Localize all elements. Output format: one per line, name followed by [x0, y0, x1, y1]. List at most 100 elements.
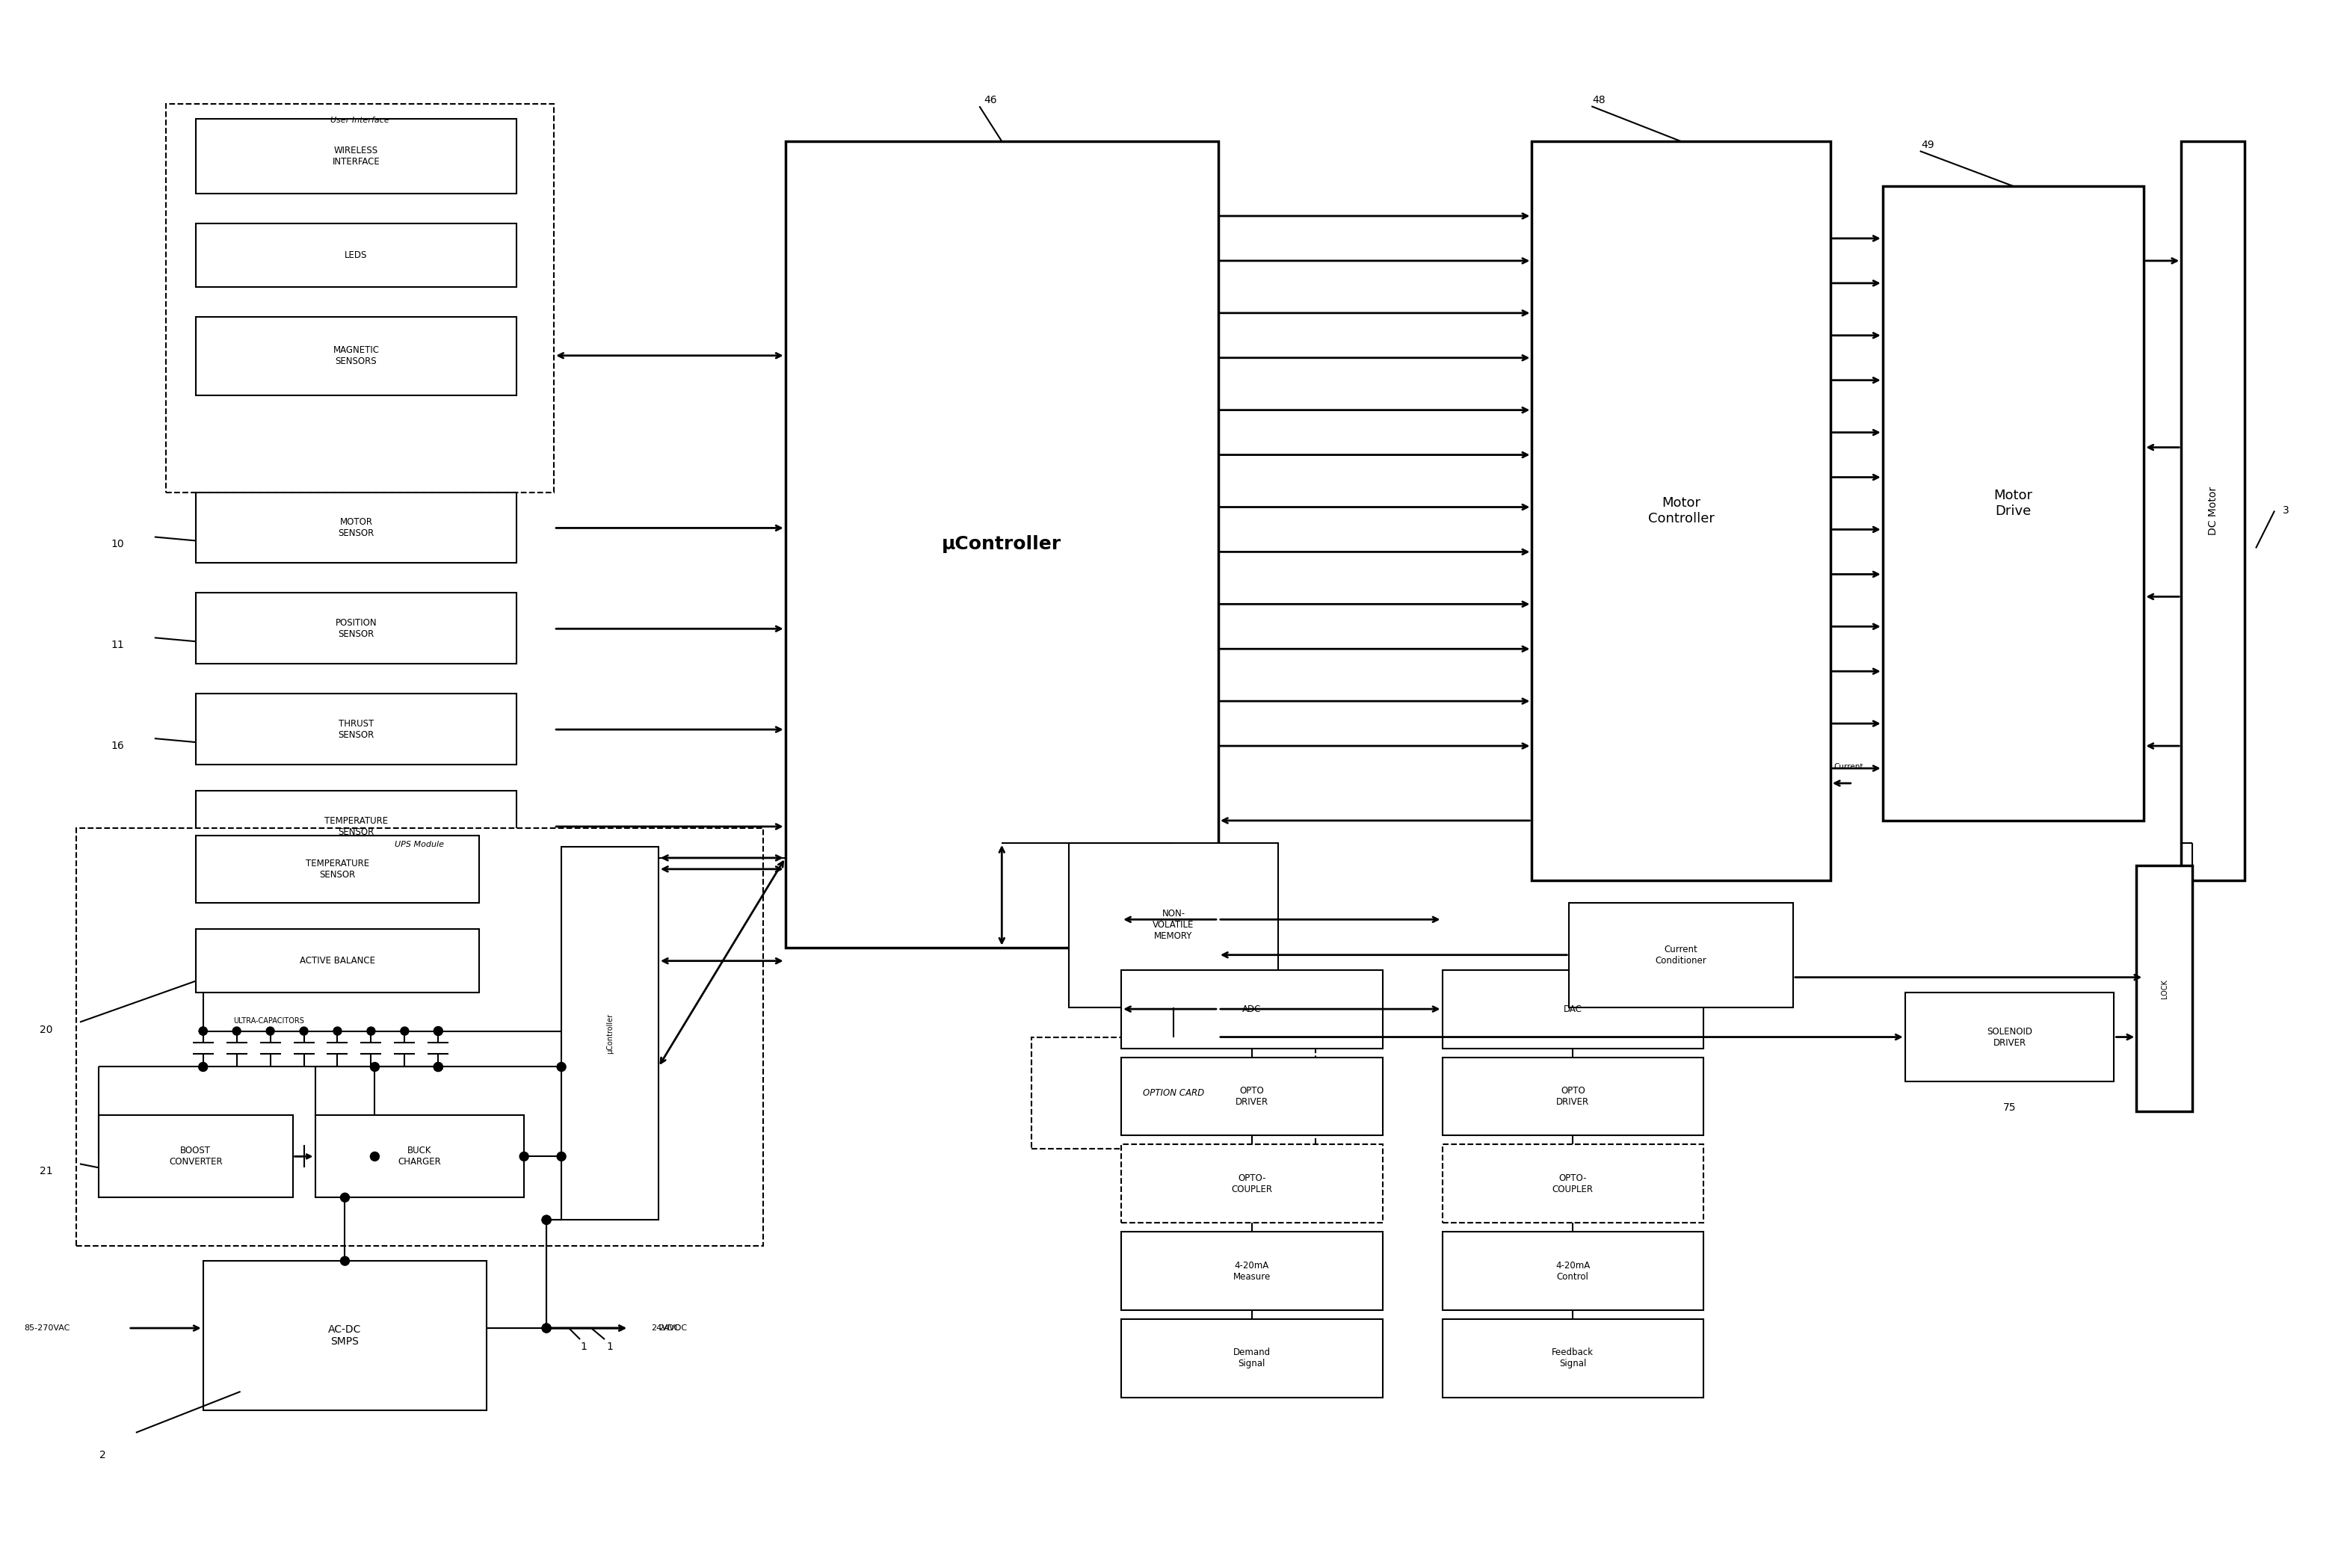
Circle shape	[370, 1152, 380, 1160]
Circle shape	[541, 1215, 551, 1225]
Text: Current: Current	[1833, 764, 1863, 770]
Text: POSITION
SENSOR: POSITION SENSOR	[335, 618, 377, 640]
Text: User Interface: User Interface	[331, 116, 389, 124]
Circle shape	[267, 1027, 274, 1035]
Text: MOTOR
SENSOR: MOTOR SENSOR	[338, 517, 375, 538]
Text: OPTO-
COUPLER: OPTO- COUPLER	[1552, 1173, 1594, 1195]
Text: 49: 49	[1920, 140, 1934, 151]
Bar	[2182, 141, 2246, 880]
Text: Current
Conditioner: Current Conditioner	[1655, 944, 1706, 966]
Circle shape	[370, 1063, 380, 1071]
Text: LEDS: LEDS	[345, 251, 368, 260]
Bar	[1442, 1057, 1704, 1135]
Text: 10: 10	[110, 539, 124, 550]
Circle shape	[401, 1027, 408, 1035]
Text: THRUST
SENSOR: THRUST SENSOR	[338, 720, 375, 740]
Text: 16: 16	[110, 740, 124, 751]
Text: 2: 2	[98, 1450, 105, 1460]
Bar	[1120, 1319, 1383, 1397]
Circle shape	[232, 1027, 241, 1035]
Bar	[195, 928, 478, 993]
Bar	[2135, 866, 2192, 1112]
Bar	[314, 1115, 525, 1198]
Text: 3: 3	[2283, 505, 2290, 516]
Bar	[1442, 1232, 1704, 1311]
Bar	[77, 828, 762, 1247]
Text: 11: 11	[110, 640, 124, 651]
Text: TEMPERATURE
SENSOR: TEMPERATURE SENSOR	[305, 859, 370, 880]
Circle shape	[520, 1152, 527, 1160]
Bar	[195, 790, 516, 862]
Text: ADC: ADC	[1242, 1004, 1261, 1014]
Bar	[1120, 1057, 1383, 1135]
Text: 4-20mA
Control: 4-20mA Control	[1556, 1261, 1589, 1281]
Circle shape	[340, 1256, 349, 1265]
Text: Feedback
Signal: Feedback Signal	[1552, 1348, 1594, 1369]
Bar	[1120, 1232, 1383, 1311]
Bar	[1031, 1036, 1315, 1149]
Circle shape	[434, 1027, 443, 1035]
Bar	[1120, 1145, 1383, 1223]
Circle shape	[333, 1027, 342, 1035]
Text: Demand
Signal: Demand Signal	[1233, 1348, 1270, 1369]
Text: OPTO
DRIVER: OPTO DRIVER	[1556, 1087, 1589, 1107]
Bar	[1906, 993, 2114, 1082]
Text: OPTION CARD: OPTION CARD	[1144, 1088, 1205, 1098]
Text: Motor
Drive: Motor Drive	[1995, 489, 2032, 517]
Circle shape	[434, 1063, 443, 1071]
Circle shape	[368, 1027, 375, 1035]
Bar	[195, 693, 516, 765]
Bar	[166, 103, 553, 492]
Text: MAGNETIC
SENSORS: MAGNETIC SENSORS	[333, 345, 380, 365]
Text: 46: 46	[984, 96, 996, 105]
Circle shape	[541, 1323, 551, 1333]
Circle shape	[434, 1027, 443, 1035]
Bar	[195, 593, 516, 663]
Text: OPTO-
COUPLER: OPTO- COUPLER	[1231, 1173, 1273, 1195]
Circle shape	[199, 1027, 206, 1035]
Text: 48: 48	[1592, 96, 1606, 105]
Text: LOCK: LOCK	[2161, 978, 2168, 999]
Circle shape	[340, 1193, 349, 1203]
Bar	[204, 1261, 488, 1410]
Text: SOLENOID
DRIVER: SOLENOID DRIVER	[1988, 1027, 2032, 1047]
Circle shape	[199, 1063, 206, 1071]
Text: TEMPERATURE
SENSOR: TEMPERATURE SENSOR	[323, 815, 389, 837]
Bar	[785, 141, 1219, 947]
Circle shape	[558, 1152, 565, 1160]
Text: μController: μController	[942, 535, 1062, 554]
Text: AC-DC
SMPS: AC-DC SMPS	[328, 1325, 361, 1347]
Circle shape	[300, 1027, 307, 1035]
Circle shape	[541, 1323, 551, 1333]
Bar	[1442, 1319, 1704, 1397]
Bar	[195, 492, 516, 563]
Text: 24VDC: 24VDC	[652, 1325, 680, 1331]
Bar	[1120, 971, 1383, 1049]
Circle shape	[434, 1027, 443, 1035]
Bar	[195, 224, 516, 287]
Text: Motor
Controller: Motor Controller	[1648, 497, 1713, 525]
Bar	[1069, 844, 1277, 1007]
Text: DAC: DAC	[1563, 1004, 1582, 1014]
Text: OPTO
DRIVER: OPTO DRIVER	[1235, 1087, 1268, 1107]
Bar	[195, 317, 516, 395]
Text: NON-
VOLATILE
MEMORY: NON- VOLATILE MEMORY	[1153, 909, 1193, 941]
Circle shape	[199, 1063, 209, 1071]
Text: 21: 21	[40, 1167, 54, 1176]
Bar	[1442, 1145, 1704, 1223]
Text: DC Motor: DC Motor	[2208, 486, 2217, 535]
Text: 20: 20	[40, 1024, 54, 1035]
Text: ULTRA-CAPACITORS: ULTRA-CAPACITORS	[232, 1018, 305, 1024]
Text: BOOST
CONVERTER: BOOST CONVERTER	[169, 1146, 223, 1167]
Text: WIRELESS
INTERFACE: WIRELESS INTERFACE	[333, 146, 380, 166]
Bar	[1531, 141, 1831, 880]
Text: μController: μController	[607, 1013, 614, 1054]
Bar	[1442, 971, 1704, 1049]
Text: 85-270VAC: 85-270VAC	[23, 1325, 70, 1331]
Circle shape	[434, 1063, 443, 1071]
Circle shape	[558, 1063, 565, 1071]
Bar	[1568, 903, 1793, 1007]
Bar	[563, 847, 659, 1220]
Text: ACTIVE BALANCE: ACTIVE BALANCE	[300, 956, 375, 966]
Bar	[1882, 187, 2145, 820]
